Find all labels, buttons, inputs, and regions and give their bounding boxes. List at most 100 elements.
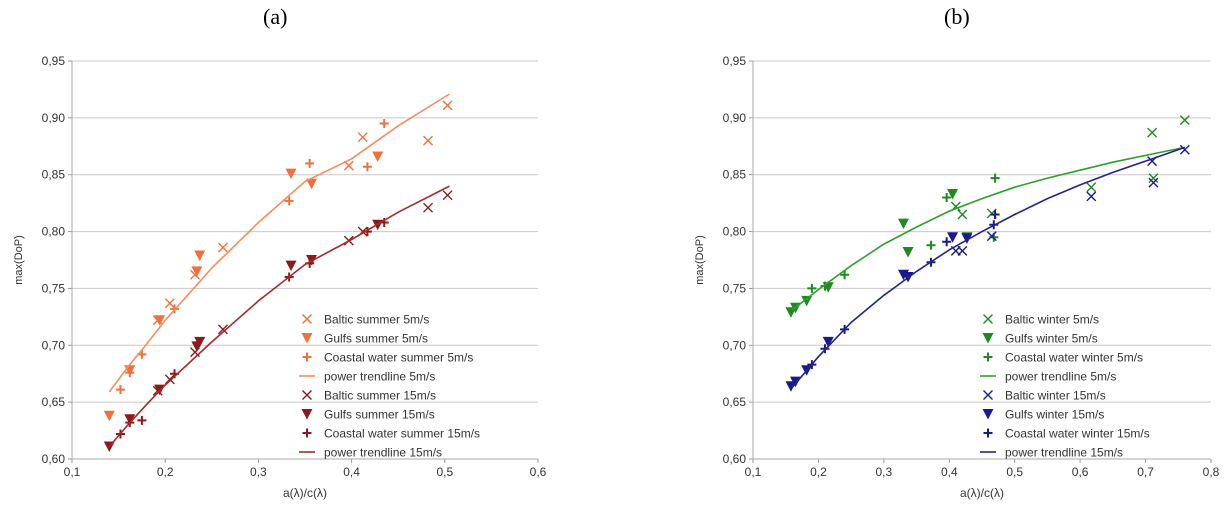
legend-label-gulfs-summer-5m-s: Gulfs summer 5m/s — [324, 332, 428, 346]
point-baltic-summer-15m-s — [164, 374, 175, 385]
legend-swatch-coastal-water-summer-5m-s — [302, 352, 312, 362]
point-coastal-water-winter-15m-s — [942, 237, 952, 247]
point-coastal-water-summer-5m-s — [115, 385, 125, 395]
point-gulfs-winter-15m-s — [947, 232, 959, 243]
point-gulfs-winter-15m-s — [961, 233, 973, 244]
point-gulfs-winter-5m-s — [897, 218, 909, 230]
point-coastal-water-summer-5m-s — [125, 368, 135, 378]
chart-panel-b: 0,60 0,65 0,70 0,75 0,80 0,85 0,90 0,95 0,1 0,2 0,… — [694, 54, 1220, 500]
point-coastal-water-winter-5m-s — [840, 270, 850, 280]
legend-label-coastal-water-summer-15m-s: Coastal water summer 15m/s — [324, 427, 480, 441]
panel-label-b: (b) — [944, 4, 970, 29]
point-baltic-summer-15m-s — [217, 324, 228, 335]
trendline-power-trendline-15m-s — [791, 146, 1186, 388]
legend-swatch-coastal-water-winter-15m-s — [983, 428, 993, 438]
point-gulfs-summer-5m-s — [191, 266, 203, 277]
legend-label-baltic-winter-15m-s: Baltic winter 15m/s — [1005, 389, 1106, 403]
x-axis-label: a(λ)/c(λ) — [283, 486, 327, 500]
legend-label-baltic-winter-5m-s: Baltic winter 5m/s — [1005, 313, 1099, 327]
point-gulfs-winter-5m-s — [785, 307, 797, 318]
y-tick-label: 0,70 — [723, 338, 747, 352]
x-tick-label: 0,6 — [530, 465, 547, 479]
legend-swatch-gulfs-summer-15m-s — [301, 409, 313, 420]
point-gulfs-summer-15m-s — [285, 260, 297, 272]
x-tick-label: 0,2 — [810, 465, 827, 479]
point-baltic-summer-15m-s — [442, 190, 453, 201]
legend-label-gulfs-summer-15m-s: Gulfs summer 15m/s — [324, 408, 435, 422]
legend-swatch-baltic-winter-15m-s — [983, 390, 993, 400]
point-baltic-winter-15m-s — [1179, 144, 1190, 155]
point-baltic-summer-15m-s — [423, 202, 434, 213]
y-tick-label: 0,80 — [723, 225, 747, 239]
legend-label-gulfs-winter-15m-s: Gulfs winter 15m/s — [1005, 408, 1104, 422]
y-tick-label: 0,85 — [723, 168, 747, 182]
legend-swatch-gulfs-winter-15m-s — [982, 409, 994, 420]
y-tick-label: 0,75 — [42, 281, 66, 295]
point-baltic-summer-5m-s — [343, 160, 354, 171]
legend-label-power-trendline-5m-s: power trendline 5m/s — [324, 370, 435, 384]
point-baltic-winter-5m-s — [1148, 173, 1159, 184]
trendline-power-trendline-5m-s — [108, 93, 450, 393]
x-tick-label: 0,5 — [1006, 465, 1023, 479]
x-tick-label: 0,3 — [250, 465, 267, 479]
point-baltic-winter-15m-s — [1148, 177, 1159, 188]
legend-label-coastal-water-winter-5m-s: Coastal water winter 5m/s — [1005, 351, 1143, 365]
point-gulfs-summer-5m-s — [103, 410, 115, 422]
point-baltic-winter-5m-s — [1147, 127, 1158, 138]
y-tick-label: 0,95 — [42, 54, 66, 68]
x-axis-label: a(λ)/c(λ) — [960, 486, 1004, 500]
point-baltic-summer-5m-s — [442, 100, 453, 111]
legend-label-power-trendline-5m-s: power trendline 5m/s — [1005, 370, 1116, 384]
chart-panel-a: 0,60 0,65 0,70 0,75 0,80 0,85 0,90 0,95 0,1 0,2 0,… — [13, 54, 547, 500]
point-coastal-water-summer-5m-s — [379, 119, 389, 129]
y-tick-label: 0,70 — [42, 338, 66, 352]
legend-label-coastal-water-winter-15m-s: Coastal water winter 15m/s — [1005, 427, 1150, 441]
point-gulfs-summer-5m-s — [306, 178, 318, 190]
x-tick-label: 0,1 — [64, 465, 81, 479]
y-tick-label: 0,65 — [723, 395, 747, 409]
point-gulfs-winter-15m-s — [785, 381, 797, 392]
point-coastal-water-winter-15m-s — [990, 210, 1000, 220]
y-tick-label: 0,75 — [723, 281, 747, 295]
point-baltic-winter-5m-s — [1086, 182, 1097, 193]
legend-label-gulfs-winter-5m-s: Gulfs winter 5m/s — [1005, 332, 1098, 346]
y-tick-label: 0,90 — [723, 111, 747, 125]
legend-swatch-baltic-summer-5m-s — [302, 314, 312, 324]
point-gulfs-summer-15m-s — [194, 336, 206, 348]
x-tick-label: 0,3 — [876, 465, 893, 479]
x-tick-label: 0,2 — [157, 465, 174, 479]
legend-swatch-baltic-winter-5m-s — [983, 314, 993, 324]
y-axis-label: max(DoP) — [694, 235, 706, 285]
point-baltic-summer-5m-s — [164, 298, 175, 309]
trendline-power-trendline-5m-s — [791, 146, 1185, 311]
point-gulfs-summer-5m-s — [372, 151, 384, 163]
x-tick-label: 0,4 — [343, 465, 360, 479]
legend-label-power-trendline-15m-s: power trendline 15m/s — [1005, 446, 1123, 460]
legend-label-baltic-summer-5m-s: Baltic summer 5m/s — [324, 313, 429, 327]
legend-swatch-coastal-water-winter-5m-s — [983, 352, 993, 362]
point-coastal-water-summer-5m-s — [362, 162, 372, 172]
panel-label-a: (a) — [263, 4, 288, 29]
point-coastal-water-winter-5m-s — [990, 173, 1000, 183]
point-gulfs-winter-5m-s — [947, 189, 959, 200]
point-coastal-water-summer-5m-s — [305, 158, 315, 168]
point-baltic-summer-5m-s — [423, 135, 434, 146]
point-coastal-water-summer-5m-s — [284, 196, 294, 206]
point-gulfs-summer-5m-s — [194, 250, 206, 261]
legend-swatch-gulfs-winter-5m-s — [982, 333, 994, 344]
point-baltic-winter-15m-s — [986, 231, 997, 242]
legend-label-coastal-water-summer-5m-s: Coastal water summer 5m/s — [324, 351, 473, 365]
x-tick-label: 0,7 — [1137, 465, 1154, 479]
y-tick-label: 0,80 — [42, 225, 66, 239]
legend-swatch-gulfs-summer-5m-s — [301, 333, 313, 344]
legend-swatch-baltic-summer-15m-s — [302, 390, 312, 400]
point-gulfs-summer-5m-s — [154, 315, 166, 326]
x-tick-label: 0,8 — [1203, 465, 1220, 479]
point-coastal-water-summer-15m-s — [137, 415, 147, 425]
y-tick-label: 0,90 — [42, 111, 66, 125]
point-gulfs-winter-5m-s — [801, 295, 813, 307]
point-baltic-summer-5m-s — [357, 132, 368, 143]
point-coastal-water-winter-5m-s — [807, 283, 817, 293]
point-gulfs-winter-15m-s — [822, 336, 834, 348]
